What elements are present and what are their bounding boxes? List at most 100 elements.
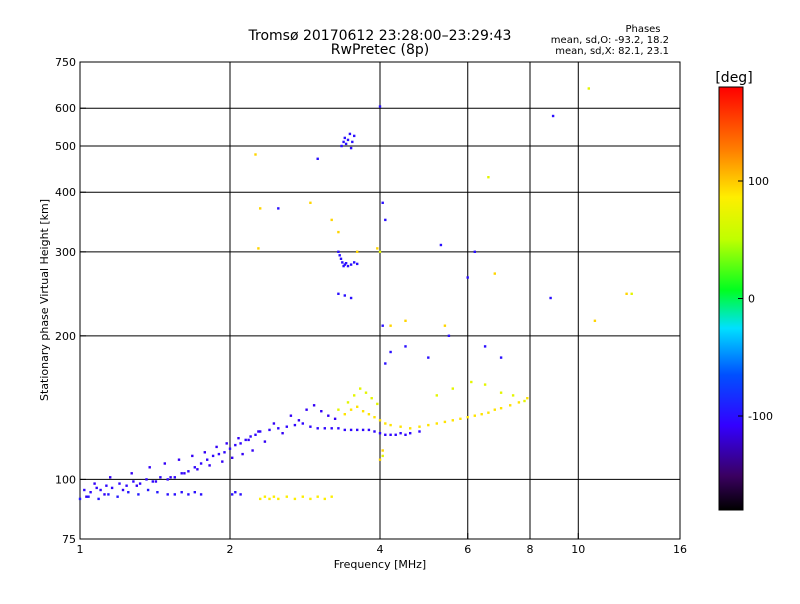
data-point [109,476,112,479]
data-point [373,430,376,433]
data-point [343,136,346,140]
data-point [378,432,382,435]
data-point [435,394,438,397]
data-point [337,230,340,234]
data-point [409,432,412,435]
data-point [389,433,392,436]
data-point [323,497,326,501]
data-point [85,495,88,498]
data-point [341,261,344,264]
x-tick-label: 10 [571,543,585,556]
data-point [389,324,392,327]
data-point [384,433,387,436]
colorbar-tick-label: 100 [748,175,769,188]
data-point [228,447,232,450]
data-point [237,437,240,440]
data-point [244,438,247,442]
data-point [301,495,304,498]
data-point [263,495,267,498]
data-point [349,408,353,411]
data-point [231,456,234,459]
data-point [312,404,316,407]
data-point [378,458,382,461]
data-point [277,427,280,430]
data-point [211,454,215,458]
data-point [196,468,199,471]
data-point [316,495,319,498]
data-point [297,419,301,422]
data-point [333,417,337,420]
data-point [384,422,387,425]
data-point [367,428,371,432]
y-tick-label: 200 [55,330,76,343]
data-point [361,428,365,432]
data-point [344,142,348,146]
data-point [127,491,130,494]
data-point [346,401,350,404]
data-point [103,493,106,496]
data-point [121,488,125,492]
y-tick-label: 75 [62,533,76,546]
data-point [480,413,483,416]
data-point [361,410,365,413]
x-tick-label: 4 [377,543,384,556]
data-point [404,345,407,348]
data-point [338,254,341,257]
data-point [367,413,371,416]
data-point [99,488,102,492]
data-point [83,488,86,492]
data-point [193,491,196,494]
y-tick-label: 600 [55,102,76,115]
data-point [517,401,521,404]
data-point [342,264,345,268]
data-point [309,425,312,428]
data-point [378,105,382,108]
data-point [217,452,221,456]
data-point [187,470,190,473]
data-point [148,466,151,469]
data-point [251,449,254,452]
data-point [376,402,379,406]
data-point [509,404,512,407]
data-point [263,440,267,443]
y-tick-label: 400 [55,186,76,199]
data-point [483,345,487,348]
data-point [349,428,353,432]
data-point [356,428,359,432]
data-point [156,491,159,494]
grid-lines [80,62,680,539]
data-point [177,458,181,461]
data-point [427,423,430,427]
data-point [330,427,333,430]
data-point [110,486,114,490]
data-point [254,433,257,436]
data-point [439,243,443,247]
data-point [487,176,490,179]
data-point [359,387,362,390]
data-point [151,480,154,483]
data-point [381,454,384,458]
data-point [399,432,402,435]
data-point [381,201,384,204]
data-point [343,294,346,297]
x-tick-label: 1 [77,543,84,556]
data-point [309,201,312,204]
data-point [470,380,473,384]
data-point [630,292,633,295]
data-point [526,397,529,400]
data-point [89,491,92,494]
data-point [376,247,379,250]
stats-x-mode: mean, sd,X: 82.1, 23.1 [555,46,669,57]
data-point [523,399,526,403]
data-point [493,408,496,411]
data-point [330,218,333,222]
data-point [234,491,237,494]
data-point [221,460,224,463]
data-point [199,462,203,465]
data-point [191,454,194,458]
data-point [346,264,350,268]
data-point [356,405,359,408]
data-point [511,394,515,397]
